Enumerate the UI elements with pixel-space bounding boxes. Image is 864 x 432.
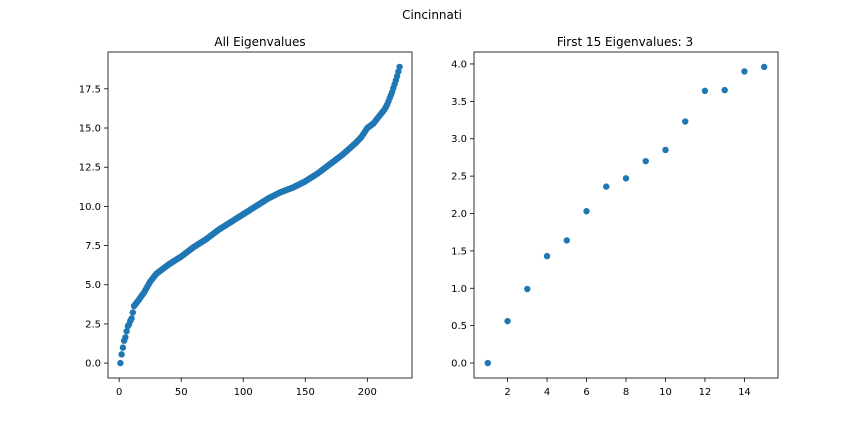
x-tick-label: 12 xyxy=(699,387,712,398)
y-tick-label: 0.5 xyxy=(451,321,467,332)
y-tick-label: 1.0 xyxy=(451,284,467,295)
y-tick-label: 2.5 xyxy=(451,172,467,183)
x-tick-label: 14 xyxy=(738,387,751,398)
y-tick-label: 4.0 xyxy=(451,59,467,70)
data-point xyxy=(760,63,768,71)
plot-frame xyxy=(473,51,779,379)
x-tick-label: 10 xyxy=(659,387,672,398)
data-point xyxy=(642,157,649,165)
y-tick-label: 15.0 xyxy=(79,124,101,135)
x-tick-label: 100 xyxy=(234,387,253,398)
data-point xyxy=(662,146,669,154)
data-point xyxy=(583,208,590,215)
y-tick-label: 7.5 xyxy=(85,241,101,252)
y-tick-label: 3.0 xyxy=(451,134,467,145)
panel-title-all-eigenvalues: All Eigenvalues xyxy=(214,35,305,49)
data-point xyxy=(741,68,748,75)
y-tick-label: 0.0 xyxy=(451,359,467,370)
all-eigenvalues-panel: All Eigenvalues 0 50 100 150 200 0.0 2.5 5.0 7.5… xyxy=(79,35,413,398)
y-tick-label: 3.5 xyxy=(451,97,467,108)
x-tick-label: 150 xyxy=(296,387,315,398)
data-point xyxy=(128,315,135,322)
data-point xyxy=(117,359,124,367)
data-point xyxy=(622,175,630,182)
data-point xyxy=(119,344,127,351)
data-point xyxy=(118,351,125,358)
data-point xyxy=(603,183,610,190)
x-tick-label: 4 xyxy=(544,387,550,398)
y-tick-label: 17.5 xyxy=(79,84,101,95)
y-tick-label: 2.0 xyxy=(451,209,467,220)
x-tick-label: 0 xyxy=(116,387,122,398)
data-point xyxy=(504,317,511,325)
y-tick-label: 10.0 xyxy=(79,202,101,213)
data-point xyxy=(123,328,130,335)
y-tick-label: 5.0 xyxy=(85,280,101,291)
x-tick-label: 6 xyxy=(583,387,589,398)
y-tick-label: 12.5 xyxy=(79,163,101,174)
data-point xyxy=(682,118,689,125)
first-15-eigenvalues-panel: First 15 Eigenvalues: 3 2 4 6 8 10 12 14 0.0 0.5… xyxy=(451,35,779,398)
panel-title-first-15: First 15 Eigenvalues: 3 xyxy=(557,35,693,49)
data-point xyxy=(129,309,137,316)
data-point xyxy=(543,252,551,260)
x-tick-label: 8 xyxy=(623,387,629,398)
data-point xyxy=(701,87,709,95)
data-point xyxy=(563,237,570,244)
figure-suptitle: Cincinnati xyxy=(402,8,462,22)
data-point xyxy=(122,334,129,341)
y-tick-label: 1.5 xyxy=(451,246,467,257)
data-point xyxy=(396,63,403,71)
plot-frame xyxy=(107,51,413,379)
data-point xyxy=(524,285,531,293)
y-tick-label: 2.5 xyxy=(85,319,101,330)
y-tick-label: 0.0 xyxy=(85,359,101,370)
x-tick-label: 2 xyxy=(504,387,510,398)
data-point xyxy=(721,86,728,94)
x-tick-label: 200 xyxy=(358,387,377,398)
x-tick-label: 50 xyxy=(175,387,188,398)
data-point xyxy=(484,359,492,367)
